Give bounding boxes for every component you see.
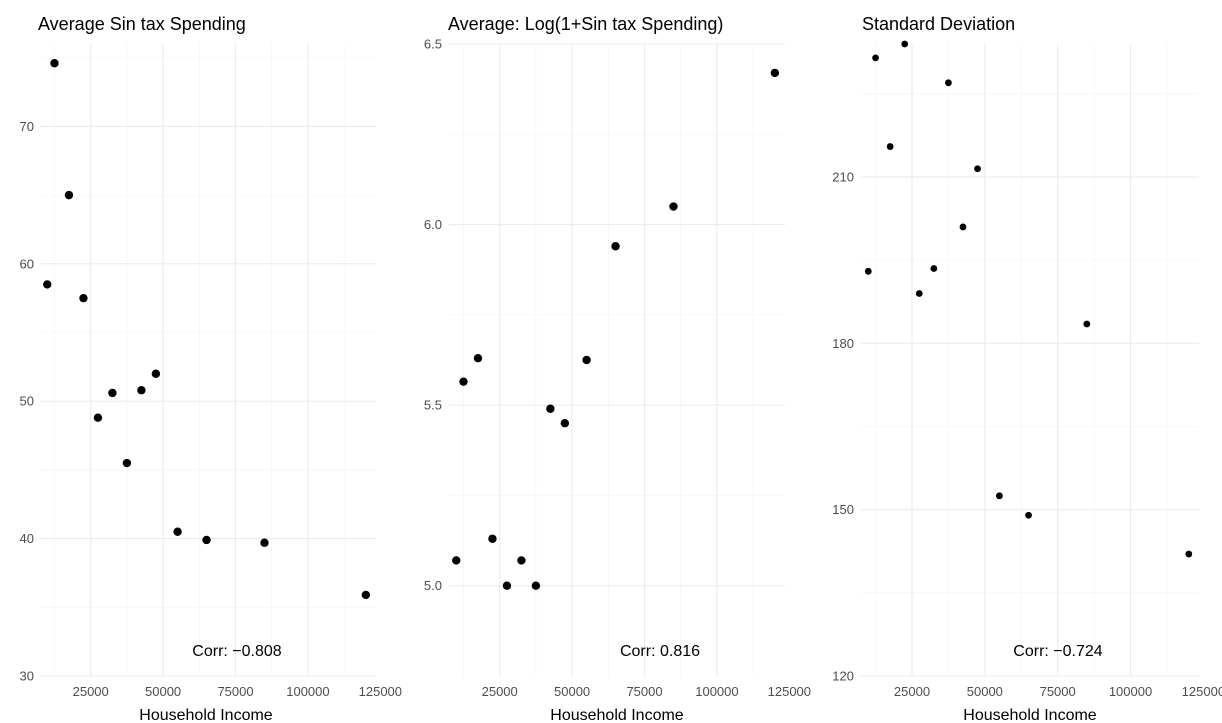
data-point [361,590,371,600]
data-point [864,267,872,275]
data-point [151,369,161,378]
data-point [915,290,923,297]
data-point [945,79,952,87]
data-point [260,538,269,547]
data-point [173,527,182,536]
panel-average-log-sin-tax: Average: Log(1+Sin tax Spending) Corr: 0… [424,14,811,723]
data-point [459,377,468,386]
data-point [560,419,570,428]
x-tick-label: 50000 [967,684,1003,699]
data-point [531,581,541,590]
grid [861,44,1199,677]
data-point [452,556,461,565]
y-tick-label: 40 [20,531,34,546]
data-point [1025,511,1032,519]
data-point [959,223,967,231]
data-point [546,404,555,413]
data-point [1185,550,1193,558]
data-point [974,165,981,173]
data-point [517,556,526,565]
data-point [582,355,591,365]
data-point [93,413,103,422]
data-point [872,54,879,62]
x-tick-label: 125000 [1182,684,1222,699]
x-axis-title: Household Income [550,707,684,723]
x-tick-label: 100000 [286,684,329,699]
x-tick-label: 75000 [217,684,253,699]
data-point [996,492,1003,500]
panel-title: Standard Deviation [862,14,1015,34]
y-tick-label: 60 [20,256,34,271]
data-points [452,68,780,590]
x-tick-label: 25000 [482,684,518,699]
data-point [1083,320,1091,328]
y-tick-label: 70 [20,119,34,134]
data-point [108,388,117,398]
y-tick-label: 50 [20,394,34,409]
data-point [611,242,620,251]
data-points [43,59,371,600]
y-tick-label: 5.5 [424,398,442,413]
y-tick-label: 120 [832,669,854,684]
x-tick-label: 100000 [1109,684,1152,699]
panel-average-sin-tax: Average Sin tax Spending Corr: −0.808 Ho… [20,14,403,723]
x-tick-label: 50000 [145,684,181,699]
correlation-annotation: Corr: −0.724 [1013,643,1102,660]
data-point [488,534,497,543]
y-tick-label: 30 [20,669,34,684]
data-point [50,59,59,68]
correlation-annotation: Corr: 0.816 [620,643,700,660]
x-tick-label: 75000 [1040,684,1076,699]
data-point [202,535,211,545]
data-point [79,293,88,303]
grid [40,44,376,677]
data-point [901,40,909,48]
data-point [43,280,52,289]
data-point [64,190,74,200]
data-point [930,265,938,272]
data-points [864,40,1193,558]
y-tick-label: 180 [832,336,854,351]
y-tick-label: 6.5 [424,37,442,52]
data-point [886,143,894,150]
y-tick-label: 6.0 [424,217,442,232]
panel-standard-deviation: Standard Deviation Corr: −0.724 Househol… [832,14,1222,723]
data-point [122,458,132,468]
x-axis-title: Household Income [139,707,273,723]
grid [449,43,785,676]
panel-title: Average: Log(1+Sin tax Spending) [448,14,723,34]
x-tick-label: 25000 [73,684,109,699]
correlation-annotation: Corr: −0.808 [192,643,281,660]
y-tick-label: 5.0 [424,578,442,593]
data-point [502,581,512,590]
data-point [137,386,146,395]
y-tick-label: 210 [832,170,854,185]
x-tick-label: 125000 [768,684,811,699]
x-tick-label: 75000 [626,684,662,699]
panel-title: Average Sin tax Spending [38,14,246,34]
x-tick-label: 25000 [894,684,930,699]
x-axis-title: Household Income [963,707,1097,723]
x-tick-label: 100000 [695,684,738,699]
data-point [473,353,483,363]
y-tick-label: 150 [832,502,854,517]
data-point [669,202,678,211]
x-tick-label: 50000 [554,684,590,699]
data-point [770,68,780,78]
x-tick-label: 125000 [359,684,402,699]
